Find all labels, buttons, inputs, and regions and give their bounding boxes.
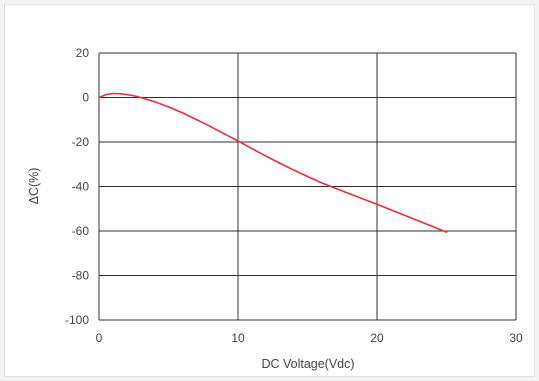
x-tick-label: 0: [96, 331, 103, 345]
y-tick-label: 20: [76, 46, 90, 60]
y-tick-labels: 20 0 -20 -40 -60 -80 -100: [65, 46, 89, 327]
x-tick-label: 20: [370, 331, 384, 345]
x-tick-labels: 0 10 20 30: [96, 331, 523, 345]
x-tick-label: 10: [231, 331, 245, 345]
y-tick-label: -80: [72, 269, 90, 283]
series-layer: [98, 92, 448, 233]
y-tick-label: -20: [72, 135, 90, 149]
y-tick-label: -100: [65, 313, 89, 327]
y-axis-label: ΔC(%): [27, 168, 41, 205]
x-axis-label: DC Voltage(Vdc): [261, 357, 354, 371]
y-tick-label: -40: [72, 180, 90, 194]
grid-lines: [98, 52, 517, 321]
y-tick-label: 0: [82, 91, 89, 105]
x-tick-label: 30: [509, 331, 523, 345]
y-tick-label: -60: [72, 224, 90, 238]
chart-panel: [4, 4, 535, 377]
series-line: [98, 92, 448, 233]
